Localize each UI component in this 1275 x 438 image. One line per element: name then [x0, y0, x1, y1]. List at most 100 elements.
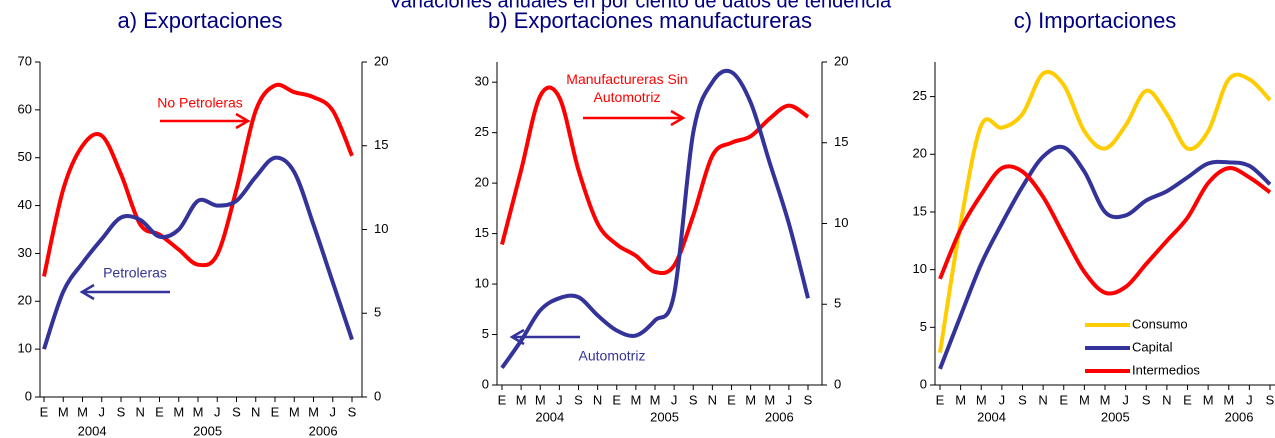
x-tick-label: M [1223, 392, 1234, 407]
y-tick-label: 0 [920, 376, 927, 391]
x-tick-label: E [1183, 392, 1192, 407]
x-group-label: 2006 [309, 423, 338, 438]
x-tick-label: E [498, 392, 507, 407]
y-tick-label: 10 [475, 276, 489, 291]
y-tick-label: 20 [475, 175, 489, 190]
x-tick-label: M [764, 392, 775, 407]
legend-label: Consumo [1132, 316, 1188, 331]
y-tick-label: 5 [920, 319, 927, 334]
x-tick-label: E [936, 392, 945, 407]
x-tick-label: J [330, 404, 337, 419]
x-tick-label: M [630, 392, 641, 407]
x-tick-label: S [1142, 392, 1151, 407]
x-tick-label: J [999, 392, 1006, 407]
y2-tick-label: 0 [834, 376, 841, 391]
series-line [42, 82, 354, 277]
series-annotation: Petroleras [103, 265, 167, 281]
y2-tick-label: 5 [834, 296, 841, 311]
y2-tick-label: 20 [834, 53, 848, 68]
y-tick-label: 60 [18, 101, 32, 116]
legend-label: Intermedios [1132, 362, 1200, 377]
y2-tick-label: 15 [834, 134, 848, 149]
chart-title: c) Importaciones [1014, 8, 1177, 33]
x-group-label: 2004 [977, 409, 1006, 424]
x-tick-label: N [251, 404, 260, 419]
y2-tick-label: 10 [374, 221, 388, 236]
y-tick-label: 20 [18, 293, 32, 308]
series-line [500, 68, 810, 369]
x-tick-label: M [1079, 392, 1090, 407]
x-tick-label: S [1266, 392, 1275, 407]
x-group-label: 2006 [765, 409, 794, 424]
x-tick-label: M [289, 404, 300, 419]
x-tick-label: N [593, 392, 602, 407]
x-tick-label: M [976, 392, 987, 407]
x-tick-label: J [786, 392, 793, 407]
x-tick-label: M [1203, 392, 1214, 407]
y-tick-label: 5 [482, 326, 489, 341]
y2-tick-label: 15 [374, 137, 388, 152]
x-group-label: 2005 [193, 423, 222, 438]
series-line [500, 85, 810, 276]
y-tick-label: 25 [475, 124, 489, 139]
x-tick-label: J [99, 404, 106, 419]
series-annotation: Automotriz [579, 348, 646, 364]
x-tick-label: J [1246, 392, 1253, 407]
x-tick-label: J [214, 404, 221, 419]
y-tick-label: 15 [475, 225, 489, 240]
annotation-arrowhead [235, 112, 251, 130]
x-tick-label: S [232, 404, 241, 419]
y-tick-label: 30 [475, 74, 489, 89]
x-tick-label: N [1038, 392, 1047, 407]
series-annotation: Manufactureras Sin Automotriz [566, 71, 688, 105]
x-tick-label: J [1122, 392, 1129, 407]
chart-title: a) Exportaciones [117, 8, 282, 33]
x-tick-label: M [173, 404, 184, 419]
x-tick-label: E [1059, 392, 1068, 407]
x-group-label: 2004 [535, 409, 564, 424]
y-tick-label: 20 [913, 146, 927, 161]
x-tick-label: J [556, 392, 563, 407]
x-tick-label: E [727, 392, 736, 407]
x-tick-label: J [671, 392, 678, 407]
series-annotation-box: Manufactureras Sin Automotriz [566, 71, 688, 105]
y-tick-label: 10 [18, 341, 32, 356]
x-tick-label: M [516, 392, 527, 407]
y-tick-label: 70 [18, 53, 32, 68]
y-tick-label: 30 [18, 245, 32, 260]
y-tick-label: 10 [913, 261, 927, 276]
figure-title: Variaciones anuales en por ciento de dat… [389, 0, 892, 12]
y-tick-label: 0 [482, 376, 489, 391]
y-tick-label: 50 [18, 149, 32, 164]
x-group-label: 2005 [1101, 409, 1130, 424]
x-tick-label: N [136, 404, 145, 419]
series-line [938, 144, 1272, 370]
series-line [938, 164, 1272, 296]
x-group-label: 2004 [78, 423, 107, 438]
series-annotation: No Petroleras [157, 95, 243, 111]
series-line [938, 69, 1272, 354]
x-group-label: 2005 [650, 409, 679, 424]
x-tick-label: E [155, 404, 164, 419]
x-tick-label: M [955, 392, 966, 407]
x-tick-label: S [804, 392, 813, 407]
chart-title: b) Exportaciones manufactureras [488, 8, 812, 33]
series-line [42, 155, 354, 350]
x-tick-label: M [745, 392, 756, 407]
y2-tick-label: 10 [834, 215, 848, 230]
x-tick-label: S [1018, 392, 1027, 407]
x-tick-label: M [650, 392, 661, 407]
x-tick-label: S [689, 392, 698, 407]
y-tick-label: 15 [913, 203, 927, 218]
x-tick-label: M [1100, 392, 1111, 407]
annotation-arrowhead [79, 283, 95, 301]
x-tick-label: N [708, 392, 717, 407]
x-tick-label: M [308, 404, 319, 419]
legend-label: Capital [1132, 339, 1173, 354]
x-tick-label: M [193, 404, 204, 419]
x-tick-label: E [271, 404, 280, 419]
y-tick-label: 0 [25, 388, 32, 403]
x-tick-label: N [1162, 392, 1171, 407]
